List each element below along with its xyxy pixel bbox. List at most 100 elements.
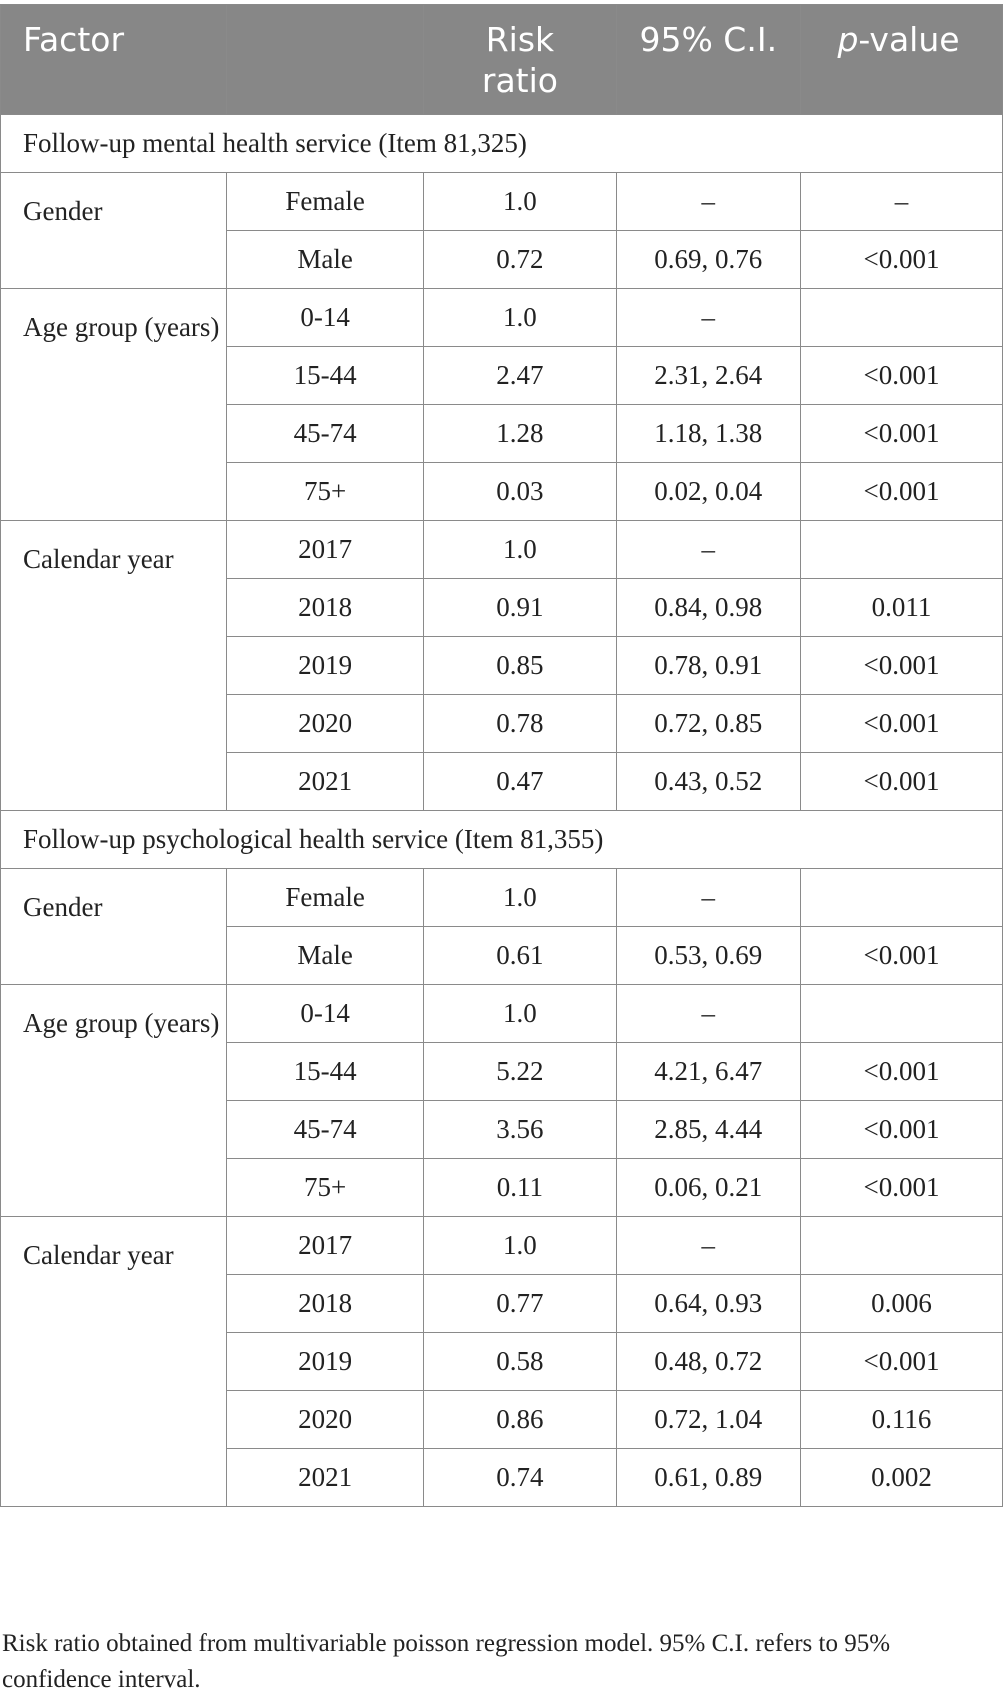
level-cell: 2021 (225, 752, 425, 811)
table-row: 15-44 2.47 2.31, 2.64 <0.001 (1, 346, 1003, 405)
table-row: 45-74 3.56 2.85, 4.44 <0.001 (1, 1100, 1003, 1159)
p-value-cell (800, 288, 1003, 347)
ci-cell: 0.02, 0.04 (615, 462, 802, 521)
ci-cell: 0.53, 0.69 (615, 926, 802, 985)
level-cell: 2019 (225, 636, 425, 695)
level-cell: 2017 (225, 1216, 425, 1275)
header-p-rest: -value (858, 20, 960, 59)
risk-ratio-cell: 5.22 (423, 1042, 617, 1101)
risk-ratio-cell: 0.85 (423, 636, 617, 695)
p-value-cell: <0.001 (800, 636, 1003, 695)
p-value-cell: <0.001 (800, 1158, 1003, 1217)
table-row: 45-74 1.28 1.18, 1.38 <0.001 (1, 404, 1003, 463)
level-cell: Male (225, 926, 425, 985)
table-row: 2019 0.58 0.48, 0.72 <0.001 (1, 1332, 1003, 1391)
p-value-cell: – (800, 172, 1003, 231)
risk-ratio-cell: 0.03 (423, 462, 617, 521)
risk-ratio-cell: 0.11 (423, 1158, 617, 1217)
ci-cell: 0.72, 1.04 (615, 1390, 802, 1449)
p-value-cell: 0.011 (800, 578, 1003, 637)
p-value-cell: <0.001 (800, 1042, 1003, 1101)
section-title: Follow-up mental health service (Item 81… (0, 114, 1003, 173)
header-row: Factor Risk ratio 95% C.I. p-value (0, 4, 1003, 115)
ci-cell: 0.43, 0.52 (615, 752, 802, 811)
factor-cell: Gender (0, 868, 227, 985)
table-row: 15-44 5.22 4.21, 6.47 <0.001 (1, 1042, 1003, 1101)
level-cell: 0-14 (225, 288, 425, 347)
p-value-cell: <0.001 (800, 230, 1003, 289)
ci-cell: 0.06, 0.21 (615, 1158, 802, 1217)
risk-ratio-cell: 0.72 (423, 230, 617, 289)
ci-cell: 4.21, 6.47 (615, 1042, 802, 1101)
header-risk-ratio-label: Risk ratio (481, 20, 558, 100)
ci-cell: – (615, 520, 802, 579)
level-cell: 2018 (225, 1274, 425, 1333)
ci-cell: 2.85, 4.44 (615, 1100, 802, 1159)
p-value-cell: <0.001 (800, 462, 1003, 521)
table-row: Male 0.61 0.53, 0.69 <0.001 (1, 926, 1003, 985)
factor-cell: Age group (years) (0, 984, 227, 1217)
risk-ratio-cell: 1.0 (423, 984, 617, 1043)
ci-cell: 0.69, 0.76 (615, 230, 802, 289)
header-risk-ratio: Risk ratio (423, 4, 617, 115)
risk-ratio-cell: 0.74 (423, 1448, 617, 1507)
risk-ratio-table: Factor Risk ratio 95% C.I. p-value Follo… (0, 4, 1003, 1507)
p-value-cell: <0.001 (800, 346, 1003, 405)
risk-ratio-cell: 0.58 (423, 1332, 617, 1391)
table-row: 2019 0.85 0.78, 0.91 <0.001 (1, 636, 1003, 695)
risk-ratio-cell: 2.47 (423, 346, 617, 405)
level-cell: 2020 (225, 1390, 425, 1449)
header-p-italic: p (837, 20, 859, 59)
factor-cell: Age group (years) (0, 288, 227, 521)
level-cell: 15-44 (225, 346, 425, 405)
level-cell: 2021 (225, 1448, 425, 1507)
table-row: 2020 0.78 0.72, 0.85 <0.001 (1, 694, 1003, 753)
risk-ratio-cell: 0.77 (423, 1274, 617, 1333)
ci-cell: – (615, 868, 802, 927)
section-title: Follow-up psychological health service (… (0, 810, 1003, 869)
risk-ratio-cell: 0.78 (423, 694, 617, 753)
p-value-cell (800, 520, 1003, 579)
level-cell: Female (225, 868, 425, 927)
table-row: Calendar year 2017 1.0– (0, 520, 1003, 811)
level-cell: Male (225, 230, 425, 289)
ci-cell: 1.18, 1.38 (615, 404, 802, 463)
p-value-cell: <0.001 (800, 404, 1003, 463)
table-row: Gender Female 1.0– – (0, 172, 1003, 289)
level-cell: 2017 (225, 520, 425, 579)
ci-cell: – (615, 288, 802, 347)
risk-ratio-cell: 1.28 (423, 404, 617, 463)
header-factor: Factor (0, 4, 227, 115)
p-value-cell: 0.002 (800, 1448, 1003, 1507)
table-row: 2021 0.74 0.61, 0.89 0.002 (1, 1448, 1003, 1507)
level-cell: 0-14 (225, 984, 425, 1043)
p-value-cell: <0.001 (800, 1100, 1003, 1159)
ci-cell: – (615, 172, 802, 231)
risk-ratio-cell: 0.61 (423, 926, 617, 985)
factor-cell: Gender (0, 172, 227, 289)
risk-ratio-cell: 3.56 (423, 1100, 617, 1159)
level-cell: 75+ (225, 462, 425, 521)
level-cell: 2020 (225, 694, 425, 753)
table-row: Age group (years) 0-14 1.0– (0, 288, 1003, 521)
header-p-value: p-value (800, 4, 1003, 115)
p-value-cell: <0.001 (800, 1332, 1003, 1391)
ci-cell: 0.64, 0.93 (615, 1274, 802, 1333)
ci-cell: – (615, 984, 802, 1043)
factor-cell: Calendar year (0, 520, 227, 811)
risk-ratio-cell: 0.86 (423, 1390, 617, 1449)
table-row: Age group (years) 0-14 1.0– (0, 984, 1003, 1217)
p-value-cell: 0.006 (800, 1274, 1003, 1333)
table-row: Gender Female 1.0– (0, 868, 1003, 985)
risk-ratio-cell: 1.0 (423, 288, 617, 347)
level-cell: 2019 (225, 1332, 425, 1391)
table-row: 75+ 0.03 0.02, 0.04 <0.001 (1, 462, 1003, 521)
ci-cell: 0.78, 0.91 (615, 636, 802, 695)
level-cell: 15-44 (225, 1042, 425, 1101)
section-row: Follow-up psychological health service (… (0, 810, 1003, 869)
table-row: Calendar year 2017 1.0– (0, 1216, 1003, 1507)
p-value-cell (800, 1216, 1003, 1275)
risk-ratio-cell: 0.47 (423, 752, 617, 811)
p-value-cell: <0.001 (800, 752, 1003, 811)
level-cell: 45-74 (225, 404, 425, 463)
